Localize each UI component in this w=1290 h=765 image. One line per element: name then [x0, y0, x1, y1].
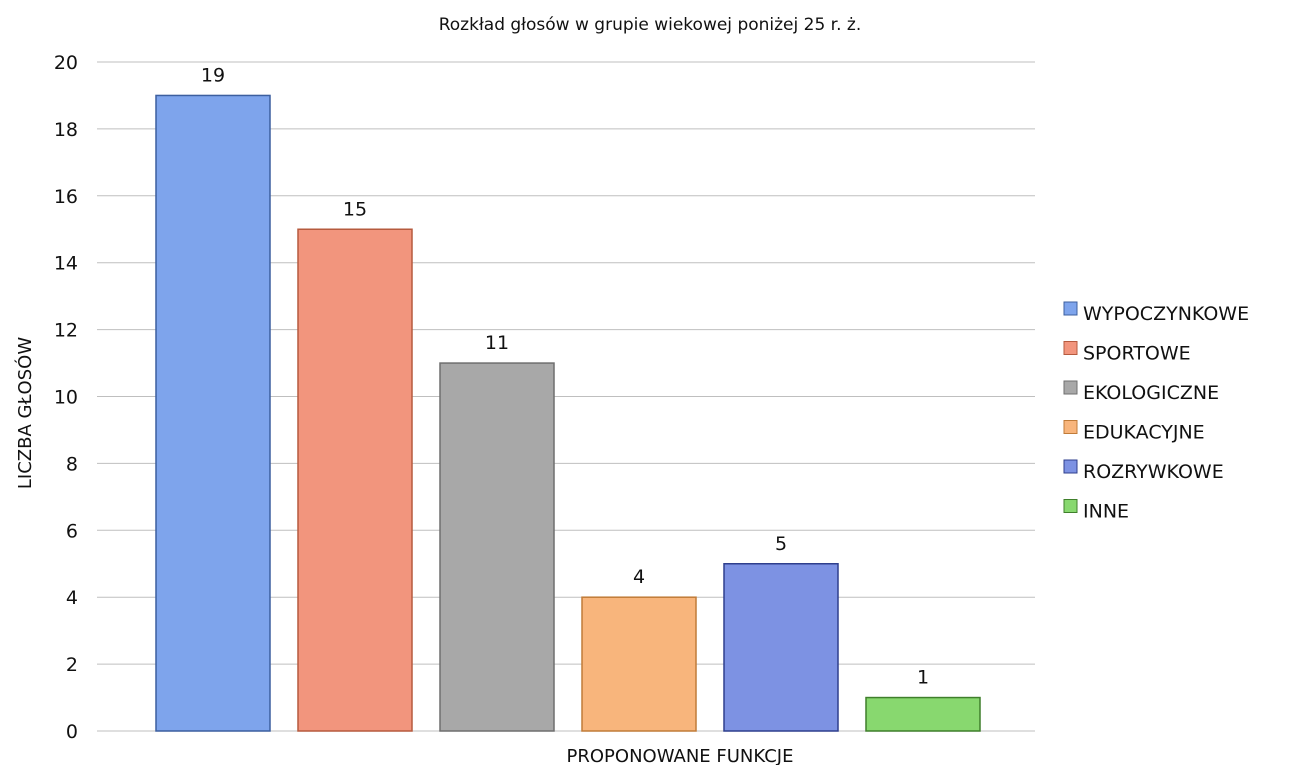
- y-tick-label-14: 14: [54, 253, 78, 275]
- legend-label-wypoczynkowe: WYPOCZYNKOWE: [1083, 303, 1249, 325]
- bar-edukacyjne: [581, 596, 697, 732]
- legend-swatch-inne: [1063, 499, 1078, 513]
- y-tick-label-4: 4: [66, 587, 78, 609]
- y-tick-label-6: 6: [66, 520, 78, 542]
- y-axis-title: LICZBA GŁOSÓW: [14, 337, 36, 489]
- y-tick-label-8: 8: [66, 453, 78, 475]
- bar-sportowe: [297, 228, 413, 732]
- legend-swatch-rozrywkowe: [1063, 459, 1078, 474]
- data-label-sportowe: 15: [343, 198, 367, 220]
- y-tick-label-18: 18: [54, 119, 78, 141]
- data-label-ekologiczne: 11: [485, 332, 509, 354]
- data-label-edukacyjne: 4: [633, 566, 645, 588]
- y-tick-label-10: 10: [54, 387, 78, 409]
- x-axis-title: PROPONOWANE FUNKCJE: [567, 746, 794, 765]
- bar-ekologiczne: [439, 362, 555, 732]
- legend-label-sportowe: SPORTOWE: [1083, 343, 1191, 365]
- data-label-wypoczynkowe: 19: [201, 64, 225, 86]
- legend-label-inne: INNE: [1083, 501, 1129, 523]
- bars: [155, 94, 981, 732]
- legend-swatch-edukacyjne: [1063, 420, 1078, 434]
- legend-swatch-ekologiczne: [1063, 380, 1078, 395]
- legend-label-rozrywkowe: ROZRYWKOWE: [1083, 461, 1224, 483]
- bar-inne: [865, 696, 981, 732]
- bar-rozrywkowe: [723, 563, 839, 732]
- y-tick-label-12: 12: [54, 320, 78, 342]
- y-tick-label-2: 2: [66, 654, 78, 676]
- legend-swatch-sportowe: [1063, 341, 1078, 355]
- legend-label-edukacyjne: EDUKACYJNE: [1083, 422, 1205, 444]
- data-label-rozrywkowe: 5: [775, 533, 787, 555]
- bar-wypoczynkowe: [155, 94, 271, 732]
- legend-label-ekologiczne: EKOLOGICZNE: [1083, 382, 1219, 404]
- y-axis-ticks: 0 2 4 6 8 10 12 14 16 18 20: [54, 52, 78, 743]
- y-tick-label-20: 20: [54, 52, 78, 74]
- data-label-inne: 1: [917, 667, 929, 689]
- chart-title: Rozkład głosów w grupie wiekowej poniżej…: [439, 15, 862, 35]
- data-labels: 19 15 11 4 5 1: [201, 64, 929, 688]
- y-tick-label-16: 16: [54, 186, 78, 208]
- y-tick-label-0: 0: [66, 721, 78, 743]
- legend: WYPOCZYNKOWE SPORTOWE EKOLOGICZNE EDUKACYJN…: [1063, 301, 1249, 523]
- legend-swatch-wypoczynkowe: [1063, 301, 1078, 316]
